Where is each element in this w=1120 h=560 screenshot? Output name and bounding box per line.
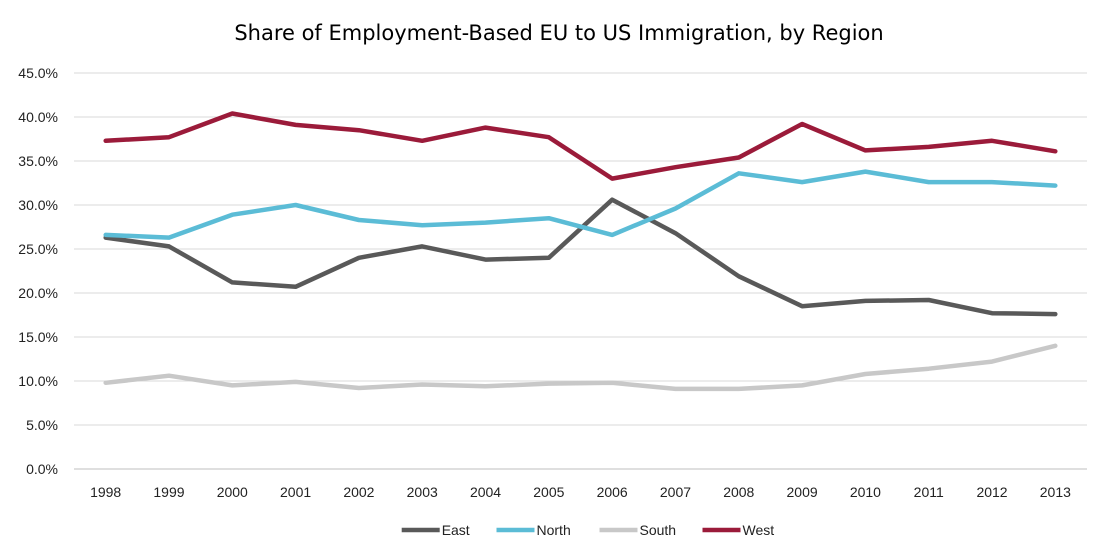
series-line-north — [103, 169, 1058, 240]
y-tick-label: 45.0% — [18, 65, 58, 81]
gridlines — [74, 72, 1087, 470]
legend-label-south: South — [640, 522, 677, 538]
x-tick-label: 2006 — [597, 484, 628, 500]
series-line-south — [103, 343, 1058, 392]
x-tick-label: 2008 — [723, 484, 754, 500]
y-tick-label: 20.0% — [18, 285, 58, 301]
y-tick-label: 5.0% — [26, 417, 58, 433]
y-tick-label: 40.0% — [18, 109, 58, 125]
y-tick-label: 35.0% — [18, 153, 58, 169]
x-tick-label: 2010 — [850, 484, 881, 500]
y-tick-label: 10.0% — [18, 373, 58, 389]
legend-label-west: West — [743, 522, 775, 538]
x-tick-label: 2003 — [407, 484, 438, 500]
x-axis-ticks: 1998 1999 2000 2001 2002 2003 2004 2005 2006 2007… — [90, 484, 1071, 500]
y-tick-label: 15.0% — [18, 329, 58, 345]
x-tick-label: 2002 — [343, 484, 374, 500]
x-tick-label: 2007 — [660, 484, 691, 500]
x-tick-label: 1998 — [90, 484, 121, 500]
x-tick-label: 2001 — [280, 484, 311, 500]
x-tick-label: 2012 — [976, 484, 1007, 500]
series-lines — [103, 111, 1058, 392]
x-tick-label: 1999 — [153, 484, 184, 500]
series-line-east — [103, 197, 1058, 317]
x-tick-label: 2000 — [217, 484, 248, 500]
x-tick-label: 2013 — [1040, 484, 1071, 500]
legend-label-north: North — [537, 522, 571, 538]
x-tick-label: 2004 — [470, 484, 501, 500]
x-tick-label: 2009 — [787, 484, 818, 500]
series-line-west — [103, 111, 1058, 181]
y-tick-label: 30.0% — [18, 197, 58, 213]
y-tick-label: 0.0% — [26, 461, 58, 477]
y-axis-ticks: 0.0% 5.0% 10.0% 15.0% 20.0% 25.0% 30.0% 35.0% 40… — [18, 65, 58, 477]
legend: East North South West — [401, 522, 775, 538]
chart-title: Share of Employment-Based EU to US Immig… — [234, 21, 883, 45]
x-tick-label: 2011 — [914, 484, 944, 500]
y-tick-label: 25.0% — [18, 241, 58, 257]
legend-label-east: East — [442, 522, 470, 538]
x-tick-label: 2005 — [533, 484, 564, 500]
